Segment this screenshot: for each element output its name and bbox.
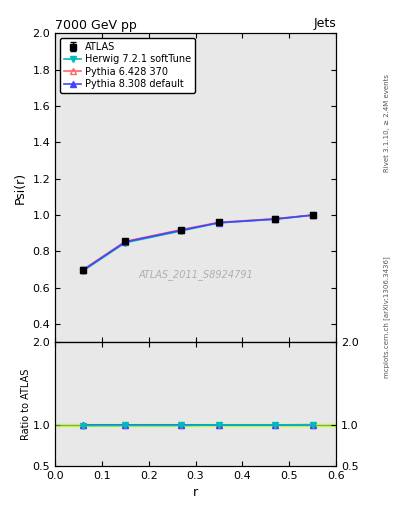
Text: mcplots.cern.ch [arXiv:1306.3436]: mcplots.cern.ch [arXiv:1306.3436] — [384, 257, 390, 378]
Pythia 6.428 370 — [217, 219, 221, 225]
Bar — [55, 424, 336, 425]
Y-axis label: Ratio to ATLAS: Ratio to ATLAS — [21, 369, 31, 440]
Pythia 6.428 370 — [123, 239, 128, 245]
X-axis label: r: r — [193, 486, 198, 499]
Pythia 6.428 370 — [81, 267, 86, 273]
Text: ATLAS_2011_S8924791: ATLAS_2011_S8924791 — [138, 269, 253, 280]
Pythia 8.308 default — [81, 267, 86, 273]
Herwig 7.2.1 softTune — [123, 240, 128, 246]
Text: Rivet 3.1.10, ≥ 2.4M events: Rivet 3.1.10, ≥ 2.4M events — [384, 74, 390, 172]
Pythia 6.428 370 — [310, 212, 315, 218]
Pythia 8.308 default — [310, 212, 315, 218]
Pythia 6.428 370 — [273, 216, 277, 222]
Pythia 8.308 default — [123, 239, 128, 245]
Herwig 7.2.1 softTune — [217, 220, 221, 226]
Pythia 8.308 default — [217, 220, 221, 226]
Line: Pythia 8.308 default: Pythia 8.308 default — [80, 212, 315, 273]
Herwig 7.2.1 softTune — [81, 268, 86, 274]
Pythia 8.308 default — [179, 227, 184, 233]
Line: Pythia 6.428 370: Pythia 6.428 370 — [80, 212, 315, 272]
Text: 7000 GeV pp: 7000 GeV pp — [55, 19, 137, 32]
Pythia 6.428 370 — [179, 226, 184, 232]
Line: Herwig 7.2.1 softTune: Herwig 7.2.1 softTune — [80, 212, 315, 273]
Herwig 7.2.1 softTune — [310, 212, 315, 218]
Herwig 7.2.1 softTune — [273, 216, 277, 222]
Pythia 8.308 default — [273, 216, 277, 222]
Y-axis label: Psi(r): Psi(r) — [14, 172, 27, 204]
Herwig 7.2.1 softTune — [179, 228, 184, 234]
Text: Jets: Jets — [313, 16, 336, 30]
Legend: ATLAS, Herwig 7.2.1 softTune, Pythia 6.428 370, Pythia 8.308 default: ATLAS, Herwig 7.2.1 softTune, Pythia 6.4… — [60, 38, 195, 93]
